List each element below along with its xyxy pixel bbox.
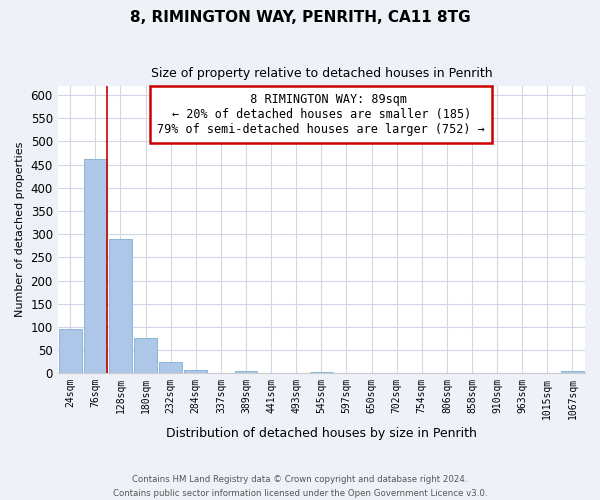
Title: Size of property relative to detached houses in Penrith: Size of property relative to detached ho… [151, 68, 492, 80]
Text: 8, RIMINGTON WAY, PENRITH, CA11 8TG: 8, RIMINGTON WAY, PENRITH, CA11 8TG [130, 10, 470, 25]
Bar [184, 370, 207, 374]
Bar [109, 239, 132, 374]
Bar [59, 330, 82, 374]
Y-axis label: Number of detached properties: Number of detached properties [15, 142, 25, 318]
Bar [84, 159, 107, 374]
Text: 8 RIMINGTON WAY: 89sqm
← 20% of detached houses are smaller (185)
79% of semi-de: 8 RIMINGTON WAY: 89sqm ← 20% of detached… [157, 93, 485, 136]
Bar [235, 371, 257, 374]
X-axis label: Distribution of detached houses by size in Penrith: Distribution of detached houses by size … [166, 427, 477, 440]
Bar [561, 371, 584, 374]
Bar [310, 372, 332, 374]
Bar [160, 362, 182, 374]
Text: Contains HM Land Registry data © Crown copyright and database right 2024.
Contai: Contains HM Land Registry data © Crown c… [113, 476, 487, 498]
Bar [134, 338, 157, 374]
